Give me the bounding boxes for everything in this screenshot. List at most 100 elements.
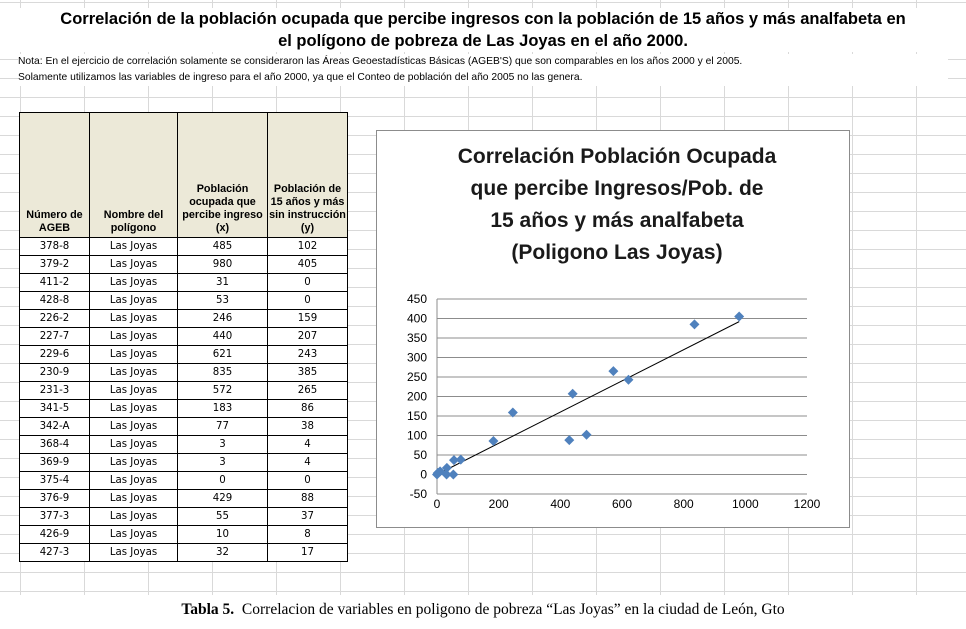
cell-polygon: Las Joyas bbox=[89, 489, 178, 508]
title-line-2: el polígono de pobreza de Las Joyas en e… bbox=[278, 32, 688, 50]
note-line-1: Nota: En el ejercicio de correlación sol… bbox=[18, 56, 743, 67]
cell-ageb: 227-7 bbox=[19, 327, 90, 346]
chart-title: Correlación Población Ocupada que percib… bbox=[417, 141, 817, 269]
data-point bbox=[455, 454, 466, 465]
cell-x: 32 bbox=[177, 543, 268, 562]
cell-ageb: 230-9 bbox=[19, 363, 90, 382]
data-point bbox=[448, 455, 459, 466]
cell-x: 980 bbox=[177, 255, 268, 274]
cell-x: 3 bbox=[177, 453, 268, 472]
x-tick-label: 1000 bbox=[732, 497, 759, 511]
chart-title-line-1: Correlación Población Ocupada bbox=[457, 145, 777, 168]
cell-ageb: 411-2 bbox=[19, 273, 90, 292]
cell-ageb: 342-A bbox=[19, 417, 90, 436]
caption-text: Correlacion de variables en poligono de … bbox=[241, 601, 785, 618]
cell-x: 0 bbox=[177, 471, 268, 490]
table-row: 226-2 Las Joyas 246 159 bbox=[19, 309, 348, 328]
table-body: 378-8 Las Joyas 485 102 379-2 Las Joyas 980 405… bbox=[19, 237, 348, 562]
cell-y: 0 bbox=[267, 291, 348, 310]
cell-polygon: Las Joyas bbox=[89, 345, 178, 364]
cell-y: 38 bbox=[267, 417, 348, 436]
y-tick-label: -50 bbox=[410, 487, 428, 501]
table-row: 368-4 Las Joyas 3 4 bbox=[19, 435, 348, 454]
cell-polygon: Las Joyas bbox=[89, 291, 178, 310]
cell-y: 86 bbox=[267, 399, 348, 418]
data-point bbox=[564, 435, 575, 446]
cell-x: 440 bbox=[177, 327, 268, 346]
table-row: 369-9 Las Joyas 3 4 bbox=[19, 453, 348, 472]
cell-x: 572 bbox=[177, 381, 268, 400]
cell-y: 102 bbox=[267, 237, 348, 256]
cell-y: 243 bbox=[267, 345, 348, 364]
cell-ageb: 231-3 bbox=[19, 381, 90, 400]
data-point bbox=[734, 311, 745, 322]
cell-y: 207 bbox=[267, 327, 348, 346]
table-row: 379-2 Las Joyas 980 405 bbox=[19, 255, 348, 274]
data-point bbox=[581, 429, 592, 440]
y-tick-label: 0 bbox=[420, 468, 427, 482]
cell-ageb: 377-3 bbox=[19, 507, 90, 526]
caption: Tabla 5. Correlacion de variables en pol… bbox=[0, 601, 966, 619]
table-row: 376-9 Las Joyas 429 88 bbox=[19, 489, 348, 508]
cell-polygon: Las Joyas bbox=[89, 363, 178, 382]
trend-line bbox=[436, 321, 740, 475]
table-row: 229-6 Las Joyas 621 243 bbox=[19, 345, 348, 364]
cell-ageb: 229-6 bbox=[19, 345, 90, 364]
cell-x: 10 bbox=[177, 525, 268, 544]
x-tick-label: 0 bbox=[434, 497, 441, 511]
cell-x: 183 bbox=[177, 399, 268, 418]
header-polygon: Nombre del polígono bbox=[89, 112, 178, 238]
title-line-1: Correlación de la población ocupada que … bbox=[60, 10, 906, 28]
table-row: 227-7 Las Joyas 440 207 bbox=[19, 327, 348, 346]
data-table: Número de AGEB Nombre del polígono Pobla… bbox=[19, 112, 348, 562]
x-tick-label: 1200 bbox=[794, 497, 821, 511]
x-tick-label: 400 bbox=[550, 497, 570, 511]
y-tick-label: 300 bbox=[407, 351, 427, 365]
cell-y: 265 bbox=[267, 381, 348, 400]
scatter-chart: Correlación Población Ocupada que percib… bbox=[376, 130, 850, 528]
y-tick-label: 150 bbox=[407, 409, 427, 423]
cell-x: 53 bbox=[177, 291, 268, 310]
header-x: Población ocupada que percibe ingreso (x… bbox=[177, 112, 268, 238]
cell-polygon: Las Joyas bbox=[89, 543, 178, 562]
y-tick-label: 450 bbox=[407, 292, 427, 306]
cell-x: 246 bbox=[177, 309, 268, 328]
cell-ageb: 428-8 bbox=[19, 291, 90, 310]
cell-y: 4 bbox=[267, 453, 348, 472]
header-y: Población de 15 años y más sin instrucci… bbox=[267, 112, 348, 238]
cell-x: 3 bbox=[177, 435, 268, 454]
data-point bbox=[689, 319, 700, 330]
cell-x: 31 bbox=[177, 273, 268, 292]
chart-title-line-3: 15 años y más analfabeta bbox=[490, 209, 744, 232]
cell-ageb: 368-4 bbox=[19, 435, 90, 454]
cell-polygon: Las Joyas bbox=[89, 327, 178, 346]
cell-ageb: 379-2 bbox=[19, 255, 90, 274]
table-row: 427-3 Las Joyas 32 17 bbox=[19, 543, 348, 562]
data-point bbox=[623, 374, 634, 385]
cell-polygon: Las Joyas bbox=[89, 273, 178, 292]
header-ageb: Número de AGEB bbox=[19, 112, 90, 238]
table-row: 426-9 Las Joyas 10 8 bbox=[19, 525, 348, 544]
cell-y: 159 bbox=[267, 309, 348, 328]
data-point bbox=[567, 388, 578, 399]
cell-x: 485 bbox=[177, 237, 268, 256]
table-row: 375-4 Las Joyas 0 0 bbox=[19, 471, 348, 490]
caption-label: Tabla 5. bbox=[181, 601, 235, 618]
x-tick-label: 600 bbox=[612, 497, 632, 511]
cell-ageb: 375-4 bbox=[19, 471, 90, 490]
table-header-row: Número de AGEB Nombre del polígono Pobla… bbox=[19, 112, 348, 238]
x-tick-label: 800 bbox=[674, 497, 694, 511]
cell-ageb: 426-9 bbox=[19, 525, 90, 544]
y-tick-label: 200 bbox=[407, 390, 427, 404]
x-tick-label: 200 bbox=[489, 497, 509, 511]
cell-polygon: Las Joyas bbox=[89, 435, 178, 454]
cell-y: 385 bbox=[267, 363, 348, 382]
cell-polygon: Las Joyas bbox=[89, 507, 178, 526]
table-row: 231-3 Las Joyas 572 265 bbox=[19, 381, 348, 400]
y-tick-label: 400 bbox=[407, 312, 427, 326]
data-point bbox=[441, 462, 452, 473]
cell-polygon: Las Joyas bbox=[89, 309, 178, 328]
data-point bbox=[488, 435, 499, 446]
cell-polygon: Las Joyas bbox=[89, 525, 178, 544]
table-row: 428-8 Las Joyas 53 0 bbox=[19, 291, 348, 310]
